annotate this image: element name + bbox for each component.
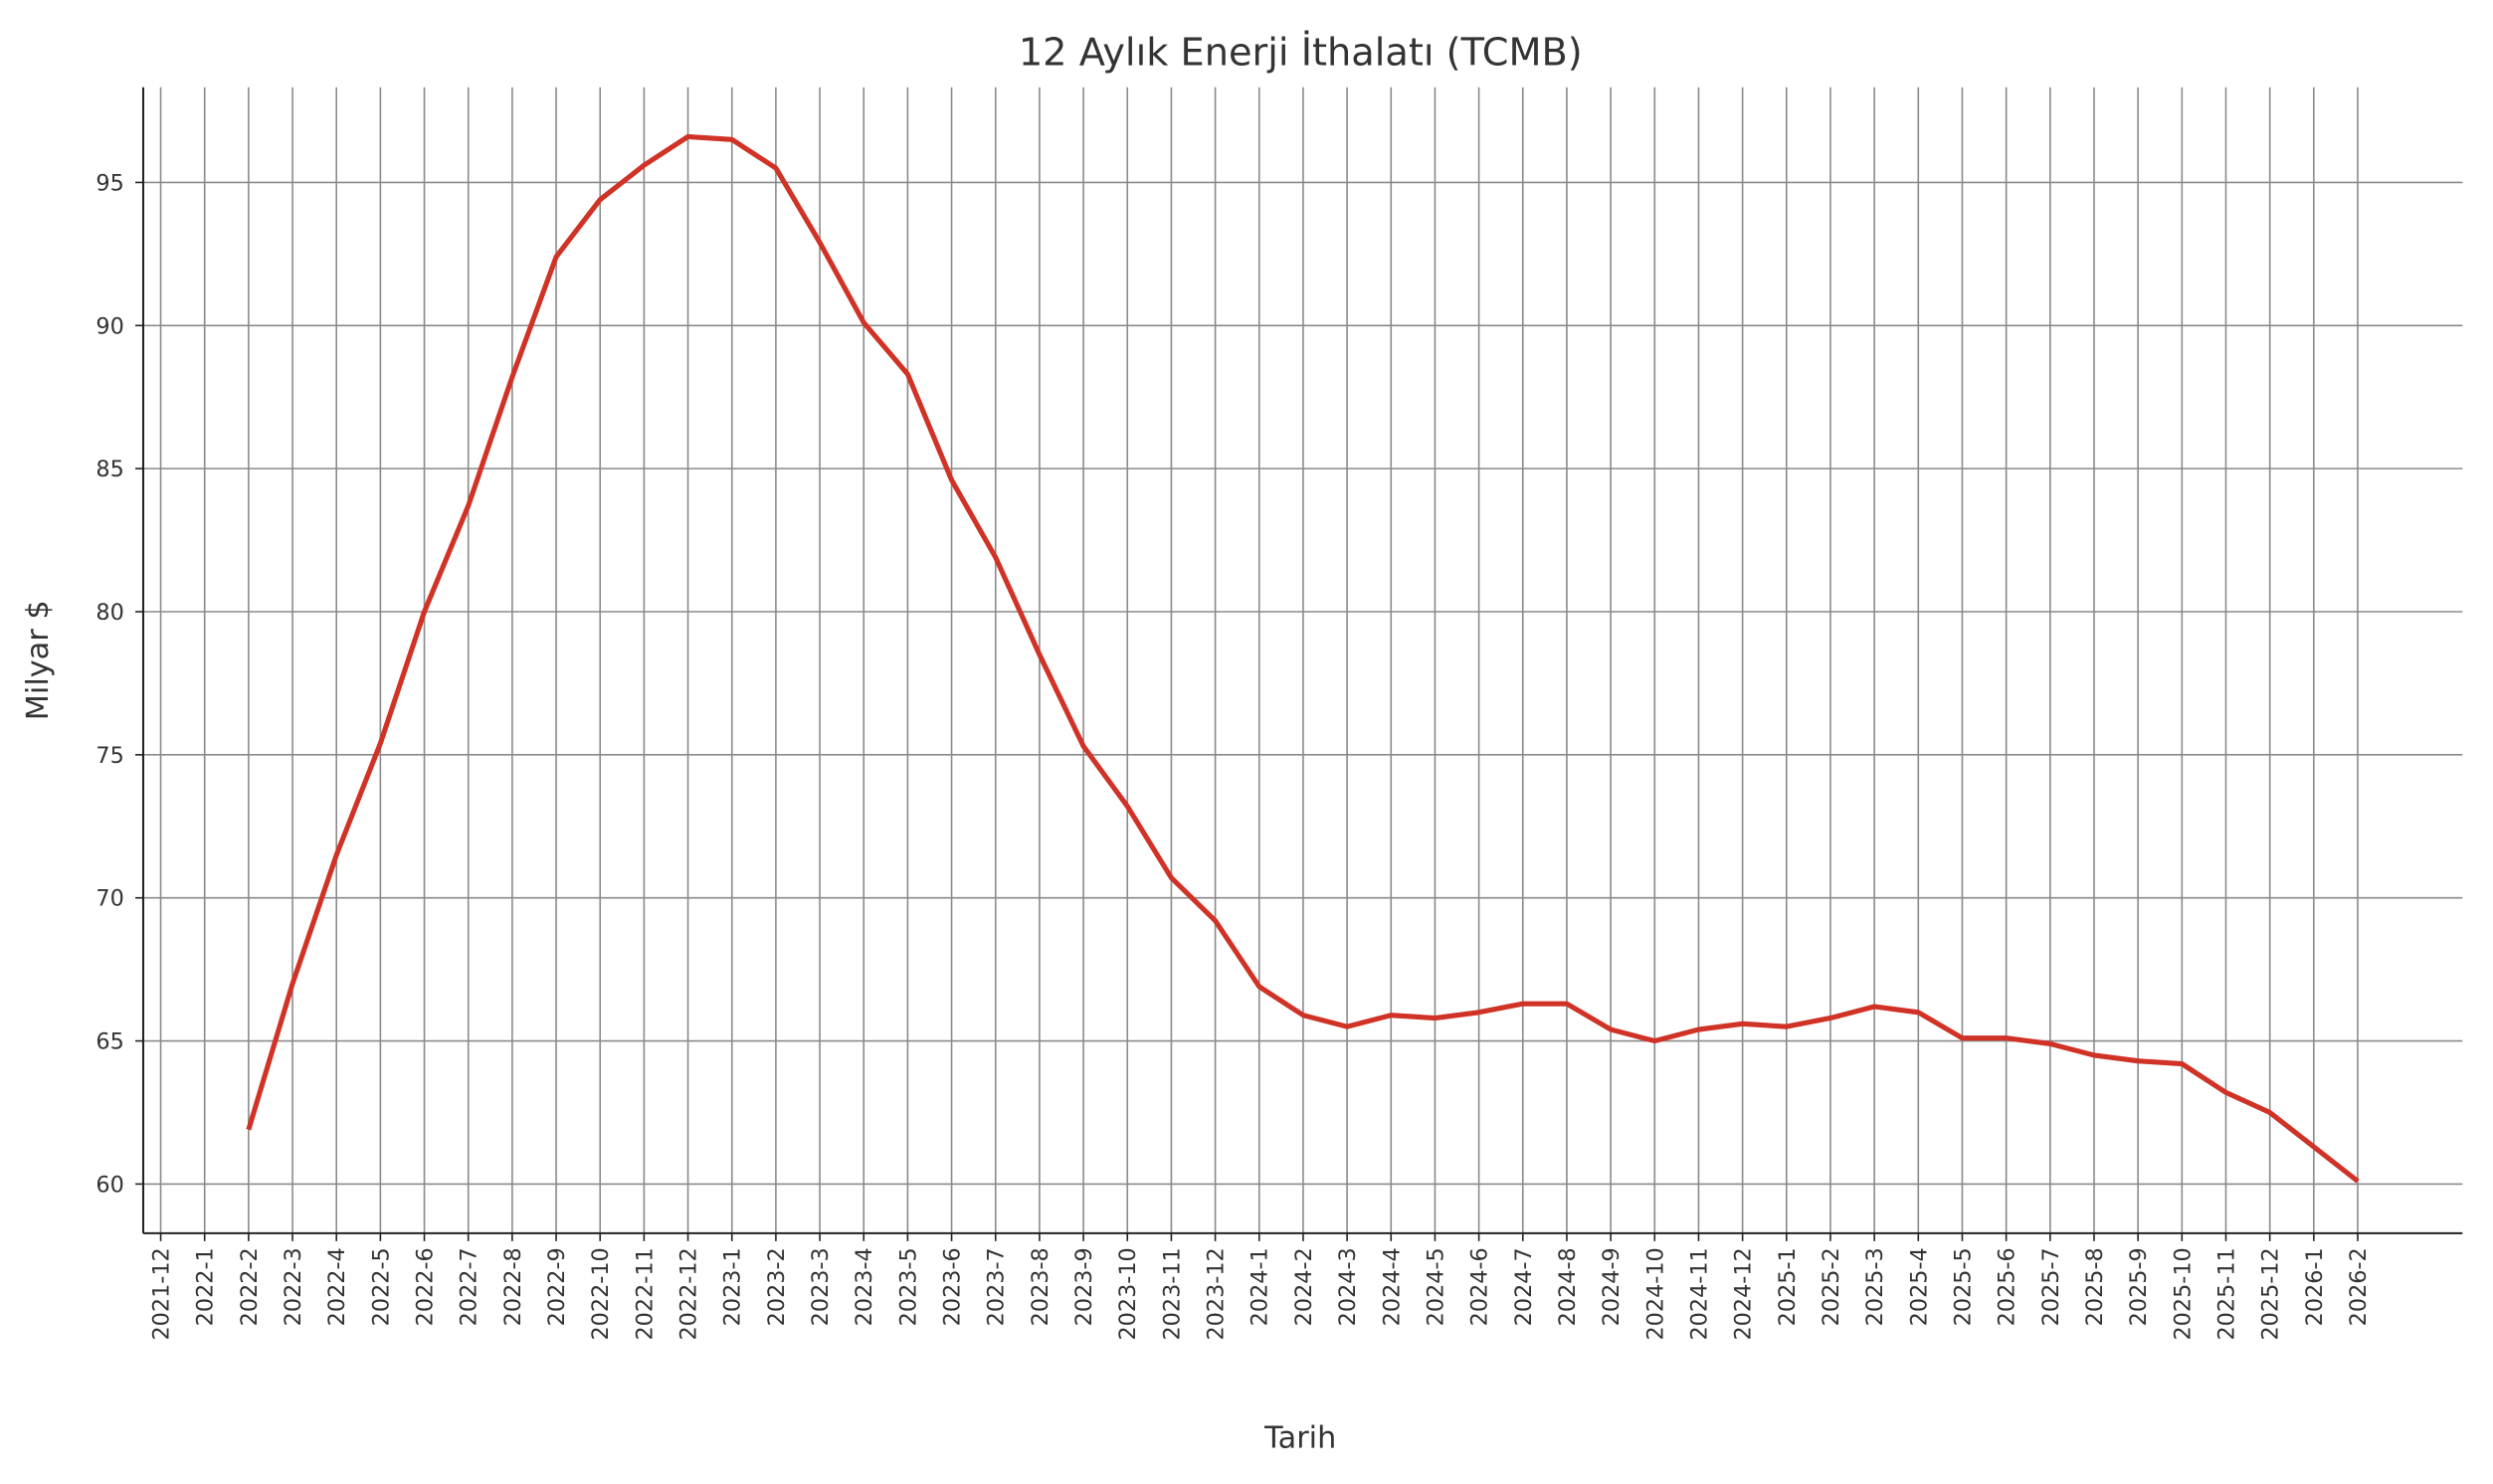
x-tick-label: 2026-1 bbox=[2302, 1247, 2328, 1326]
y-tick-label: 75 bbox=[96, 743, 123, 769]
x-tick-label: 2024-4 bbox=[1379, 1247, 1405, 1326]
x-tick-label: 2024-9 bbox=[1599, 1247, 1625, 1326]
series-line bbox=[246, 133, 2360, 1184]
x-tick-label: 2024-10 bbox=[1642, 1247, 1668, 1340]
x-tick-label: 2023-9 bbox=[1071, 1247, 1097, 1326]
y-tick-label: 65 bbox=[96, 1029, 123, 1055]
x-tick-label: 2023-2 bbox=[764, 1247, 790, 1326]
x-tick-label: 2022-5 bbox=[368, 1247, 394, 1326]
x-tick-label: 2023-8 bbox=[1028, 1247, 1054, 1326]
x-tick-label: 2024-6 bbox=[1467, 1247, 1493, 1326]
x-tick-label: 2022-11 bbox=[632, 1247, 658, 1340]
x-tick-label: 2022-1 bbox=[193, 1247, 219, 1326]
x-tick-label: 2025-11 bbox=[2213, 1247, 2239, 1340]
x-tick-label: 2024-1 bbox=[1247, 1247, 1273, 1326]
y-tick-label: 90 bbox=[96, 313, 123, 339]
x-tick-label: 2023-10 bbox=[1115, 1247, 1141, 1340]
x-tick-label: 2025-8 bbox=[2082, 1247, 2108, 1326]
grid bbox=[142, 87, 2463, 1233]
x-tick-label: 2023-1 bbox=[720, 1247, 746, 1326]
x-tick-label: 2023-3 bbox=[808, 1247, 834, 1326]
x-tick-label: 2022-8 bbox=[500, 1247, 526, 1326]
x-tick-label: 2022-4 bbox=[324, 1247, 350, 1326]
y-tick-label: 95 bbox=[96, 170, 123, 196]
x-tick-label: 2022-10 bbox=[588, 1247, 614, 1340]
x-tick-label: 2024-5 bbox=[1423, 1247, 1448, 1326]
x-tick-label: 2025-4 bbox=[1906, 1247, 1932, 1326]
x-tick-label: 2024-2 bbox=[1291, 1247, 1317, 1326]
x-tick-label: 2023-6 bbox=[940, 1247, 966, 1326]
x-tick-label: 2025-9 bbox=[2126, 1247, 2152, 1326]
x-tick-label: 2021-12 bbox=[149, 1247, 175, 1340]
chart-title: 12 Aylık Enerji İthalatı (TCMB) bbox=[1019, 29, 1583, 75]
y-tick-label: 80 bbox=[96, 600, 123, 626]
x-tick-label: 2024-8 bbox=[1555, 1247, 1581, 1326]
x-tick-label: 2022-3 bbox=[281, 1247, 306, 1326]
x-tick-label: 2025-1 bbox=[1775, 1247, 1801, 1326]
ticks: 2021-12 2022-1 2022-2 2022-3 2022-4 2022-5 202… bbox=[96, 170, 2372, 1340]
x-tick-label: 2025-12 bbox=[2258, 1247, 2284, 1340]
x-tick-label: 2022-7 bbox=[457, 1247, 482, 1326]
x-tick-label: 2025-5 bbox=[1950, 1247, 1976, 1326]
x-tick-label: 2023-5 bbox=[895, 1247, 921, 1326]
y-tick-label: 60 bbox=[96, 1172, 123, 1198]
x-tick-label: 2022-12 bbox=[676, 1247, 702, 1340]
x-tick-label: 2024-12 bbox=[1731, 1247, 1757, 1340]
x-tick-label: 2026-2 bbox=[2346, 1247, 2372, 1326]
x-tick-label: 2024-11 bbox=[1686, 1247, 1712, 1340]
y-tick-label: 70 bbox=[96, 886, 123, 912]
x-tick-label: 2025-7 bbox=[2038, 1247, 2064, 1326]
x-tick-label: 2023-7 bbox=[984, 1247, 1010, 1326]
x-tick-label: 2023-4 bbox=[852, 1247, 877, 1326]
x-tick-label: 2024-3 bbox=[1335, 1247, 1361, 1326]
x-tick-label: 2025-6 bbox=[1995, 1247, 2020, 1326]
x-tick-label: 2023-12 bbox=[1204, 1247, 1230, 1340]
x-tick-label: 2022-6 bbox=[413, 1247, 439, 1326]
x-tick-label: 2022-9 bbox=[544, 1247, 570, 1326]
x-tick-label: 2023-11 bbox=[1159, 1247, 1185, 1340]
x-tick-label: 2025-10 bbox=[2170, 1247, 2196, 1340]
x-tick-label: 2024-7 bbox=[1511, 1247, 1537, 1326]
y-tick-label: 85 bbox=[96, 457, 123, 482]
y-axis-label: Milyar $ bbox=[21, 600, 56, 720]
x-tick-label: 2022-2 bbox=[237, 1247, 263, 1326]
x-tick-label: 2025-3 bbox=[1862, 1247, 1888, 1326]
x-axis-label: Tarih bbox=[1263, 1420, 1336, 1455]
x-tick-label: 2025-2 bbox=[1819, 1247, 1844, 1326]
